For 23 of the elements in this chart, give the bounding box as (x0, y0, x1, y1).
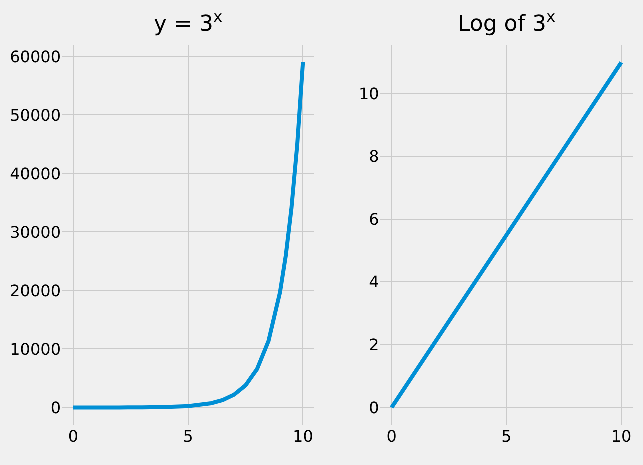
y-tick-label: 4 (369, 272, 380, 292)
y-tick-label: 50000 (10, 106, 61, 125)
line-series (390, 60, 624, 410)
line-series (71, 60, 306, 410)
y-tick-label: 8 (369, 147, 380, 166)
x-tick-label: 10 (611, 427, 632, 446)
x-tick-label: 0 (68, 427, 79, 446)
chart-title: y = 3$^{x}$ (154, 8, 223, 38)
x-tick-label: 5 (183, 427, 194, 446)
y-tick-label: 20000 (10, 281, 61, 300)
y-tick-label: 40000 (10, 164, 61, 184)
y-tick-label: 60000 (10, 47, 61, 66)
x-tick-label: 10 (293, 427, 314, 446)
y-tick-label: 0 (50, 398, 61, 418)
x-tick-label: 0 (386, 427, 397, 446)
y-tick-label: 10000 (10, 340, 61, 359)
chart-title: Log of 3$^{x}$ (458, 8, 556, 38)
y-tick-label: 10 (358, 84, 380, 104)
y-tick-label: 30000 (10, 222, 61, 242)
y-tick-label: 6 (369, 210, 380, 229)
y-tick-label: 2 (369, 336, 380, 355)
x-tick-label: 5 (502, 427, 512, 446)
y-tick-label: 0 (369, 398, 380, 418)
